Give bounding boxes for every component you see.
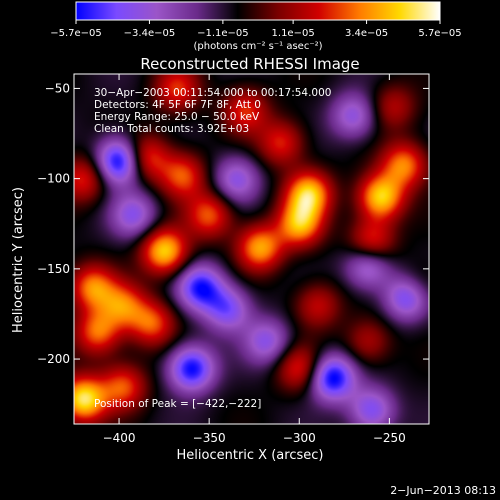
energy-range-text: Energy Range: 25.0 − 50.0 keV (94, 111, 260, 123)
colorbar-tick-label: 1.1e−05 (272, 28, 315, 39)
y-tick-label: −150 (37, 262, 70, 276)
plot-frame (73, 73, 430, 425)
x-axis-title: Heliocentric X (arcsec) (177, 448, 324, 463)
colorbar-tick-label: 3.4e−05 (345, 28, 388, 39)
colorbar-ticks: −5.7e−05 −3.4e−05 −1.1e−05 1.1e−05 3.4e−05 5.… (50, 20, 462, 39)
x-axis-ticks: −400 −350 −300 −250 (103, 74, 406, 445)
y-axis-title: Heliocentric Y (arcsec) (11, 187, 26, 333)
colorbar: −5.7e−05 −3.4e−05 −1.1e−05 1.1e−05 3.4e−05 5.… (50, 1, 462, 52)
date-stamp: 2−Jun−2013 08:13 (390, 484, 496, 497)
x-tick-label: −250 (373, 431, 406, 445)
colorbar-unit-label: (photons cm⁻² s⁻¹ asec⁻²) (193, 41, 322, 52)
x-tick-label: −300 (283, 431, 316, 445)
time-range-text: 30−Apr−2003 00:11:54.000 to 00:17:54.000 (94, 87, 331, 99)
heatmap-image-holder (74, 74, 429, 424)
detectors-text: Detectors: 4F 5F 6F 7F 8F, Att 0 (94, 99, 261, 111)
observation-info: 30−Apr−2003 00:11:54.000 to 00:17:54.000… (94, 87, 331, 410)
peak-position-text: Position of Peak = [−422,−222] (94, 398, 261, 410)
y-tick-label: −200 (37, 352, 70, 366)
y-tick-label: −100 (37, 172, 70, 186)
clean-counts-text: Clean Total counts: 3.92E+03 (94, 123, 249, 135)
plot-area: −400 −350 −300 −250 −50 −100 −150 −200 (37, 73, 430, 445)
y-axis-ticks: −50 −100 −150 −200 (37, 81, 429, 366)
colorbar-tick-label: −3.4e−05 (124, 28, 176, 39)
heatmap-image (74, 74, 429, 424)
y-tick-label: −50 (45, 81, 70, 95)
chart-title: Reconstructed RHESSI Image (140, 55, 359, 73)
colorbar-gradient (75, 1, 441, 21)
x-tick-label: −350 (193, 431, 226, 445)
colorbar-tick-label: 5.7e−05 (418, 28, 461, 39)
colorbar-tick-label: −5.7e−05 (50, 28, 102, 39)
colorbar-tick-label: −1.1e−05 (197, 28, 249, 39)
x-tick-label: −400 (103, 431, 136, 445)
